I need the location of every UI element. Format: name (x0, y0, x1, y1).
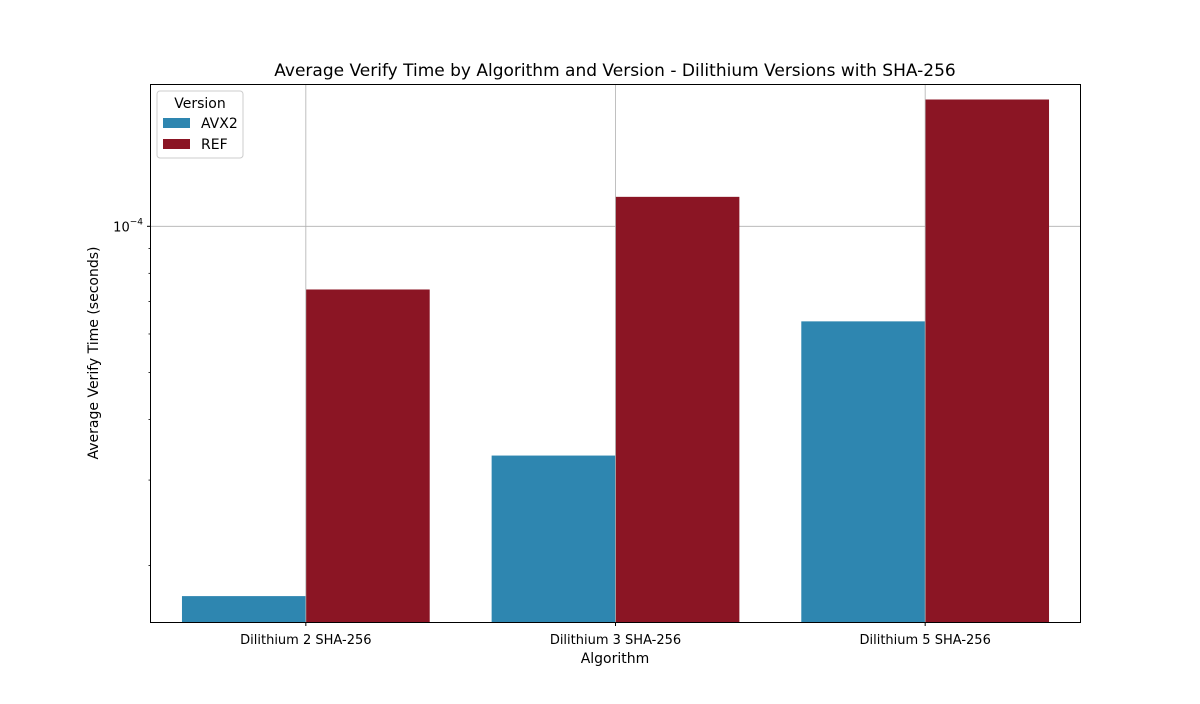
bar-ref-2 (615, 196, 740, 623)
bar-ref-3 (925, 99, 1050, 622)
bar-avx2-2 (491, 455, 616, 622)
x-grid-lines (305, 85, 926, 622)
y-tick-label-base: 10 (113, 220, 130, 235)
bars (181, 99, 1050, 623)
y-axis-ticks: 10−4 (113, 217, 151, 566)
legend-label-ref: REF (201, 137, 228, 153)
x-axis-ticks: Dilithium 2 SHA-256 Dilithium 3 SHA-256 Di… (240, 622, 991, 648)
legend-title: Version (174, 96, 225, 112)
y-tick-label-exponent: −4 (130, 217, 144, 227)
y-tick-label: 10−4 (113, 217, 143, 235)
legend-swatch-avx2 (163, 118, 190, 128)
x-axis-label: Algorithm (581, 651, 650, 667)
x-tick-label: Dilithium 3 SHA-256 (550, 633, 681, 648)
legend: Version AVX2 REF (156, 90, 244, 159)
x-tick-label: Dilithium 5 SHA-256 (859, 633, 990, 648)
legend-label-avx2: AVX2 (201, 116, 238, 132)
chart-title: Average Verify Time by Algorithm and Ver… (274, 61, 955, 81)
bar-avx2-3 (801, 321, 926, 622)
bar-ref-1 (305, 289, 430, 622)
bar-avx2-1 (181, 596, 306, 622)
y-axis-label: Average Verify Time (seconds) (86, 247, 102, 460)
legend-swatch-ref (163, 139, 190, 149)
x-tick-label: Dilithium 2 SHA-256 (240, 633, 371, 648)
